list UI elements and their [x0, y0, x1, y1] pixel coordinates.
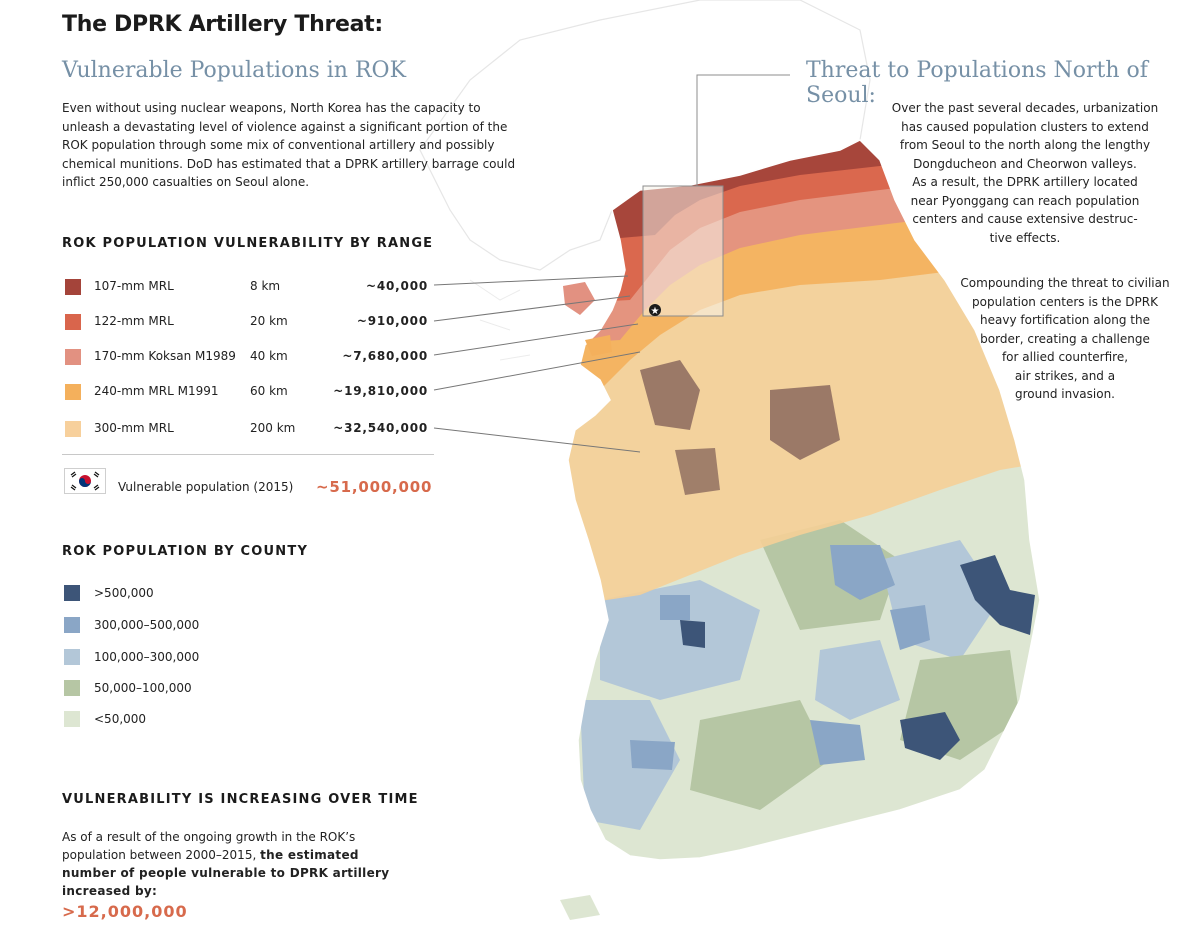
time-text-plain: As of a result of the ongoing growth in …: [62, 830, 356, 862]
county-patch: [680, 620, 705, 648]
left-subtitle: Vulnerable Populations in ROK: [62, 58, 407, 83]
population-value: ~32,540,000: [333, 421, 428, 435]
county-swatch: [64, 711, 80, 727]
leader-line-240mm: [433, 351, 641, 391]
county-patch: [675, 448, 720, 495]
seoul-star-icon: ★: [651, 306, 660, 317]
increase-value: >12,000,000: [62, 902, 188, 921]
vulnerable-population-value: ~51,000,000: [316, 478, 433, 496]
rok-outline: [567, 139, 1041, 861]
population-value: ~910,000: [356, 314, 428, 328]
county-patch: [580, 700, 680, 830]
range-section-heading: ROK POPULATION VULNERABILITY BY RANGE: [62, 236, 434, 251]
county-patch: [890, 605, 930, 650]
county-section-heading: ROK POPULATION BY COUNTY: [62, 544, 309, 559]
right-text-line: has caused population clusters to extend: [901, 119, 1149, 134]
right-text-line: population centers is the DPRK: [972, 294, 1158, 309]
county-patch: [660, 595, 690, 620]
right-text-line: ground invasion.: [1014, 387, 1115, 401]
range-km: 200 km: [250, 421, 296, 435]
range-swatch: [65, 349, 81, 365]
island: [563, 282, 595, 315]
county-patch: [690, 700, 830, 810]
county-label: 100,000–300,000: [94, 650, 200, 664]
county-label: 50,000–100,000: [94, 681, 192, 695]
range-row: 170-mm Koksan M1989 40 km ~7,680,000: [62, 346, 434, 368]
county-swatch: [64, 585, 80, 601]
population-value: ~7,680,000: [342, 349, 428, 363]
county-swatch: [64, 649, 80, 665]
leader-line-107mm: [433, 275, 629, 286]
right-paragraph-2: Compounding the threat to civilian popula…: [940, 274, 1190, 404]
right-text-line: As a result, the DPRK artillery located: [912, 175, 1138, 189]
county-patch: [815, 640, 900, 720]
county-label: 300,000–500,000: [94, 618, 200, 632]
legend-divider: [62, 454, 434, 455]
right-text-line: border, creating a challenge: [980, 331, 1150, 346]
range-row: 107-mm MRL 8 km ~40,000: [62, 276, 434, 298]
range-swatch: [65, 421, 81, 437]
county-label: >500,000: [94, 586, 154, 600]
range-km: 8 km: [250, 279, 281, 293]
time-section-heading: VULNERABILITY IS INCREASING OVER TIME: [62, 792, 419, 807]
county-patch: [830, 545, 895, 600]
range-swatch: [65, 384, 81, 400]
county-patch: [640, 360, 700, 430]
right-text-line: for allied counterfire,: [1001, 350, 1129, 364]
county-swatch: [64, 680, 80, 696]
county-patch: [900, 712, 960, 760]
right-text-line: tive effects.: [989, 230, 1061, 245]
island: [585, 335, 612, 356]
range-row: 122-mm MRL 20 km ~910,000: [62, 311, 434, 333]
county-swatch: [64, 617, 80, 633]
coast-islands: [469, 279, 531, 361]
county-label: <50,000: [94, 712, 147, 726]
weapon-label: 107-mm MRL: [94, 279, 174, 293]
right-paragraph-1: Over the past several decades, urbanizat…: [880, 99, 1170, 247]
leader-line-300mm: [433, 427, 641, 453]
intro-paragraph: Even without using nuclear weapons, Nort…: [62, 101, 516, 189]
time-text-bold: the estimated number of people vulnerabl…: [62, 848, 390, 898]
weapon-label: 170-mm Koksan M1989: [94, 349, 236, 363]
vulnerable-population-label: Vulnerable population (2015): [118, 480, 294, 494]
range-swatch: [65, 314, 81, 330]
seoul-north-highlight: [642, 185, 724, 317]
leader-line-170mm: [433, 323, 639, 356]
county-patch: [770, 385, 840, 460]
range-km: 40 km: [250, 349, 288, 363]
seoul-marker: [649, 304, 661, 316]
county-patch: [810, 720, 865, 765]
weapon-label: 122-mm MRL: [94, 314, 174, 328]
population-value: ~19,810,000: [333, 384, 428, 398]
range-row: 240-mm MRL M1991 60 km ~19,810,000: [62, 381, 434, 403]
right-text-line: heavy fortification along the: [980, 313, 1150, 327]
range-swatch: [65, 279, 81, 295]
right-text-line: centers and cause extensive destruc-: [912, 212, 1138, 226]
right-text-line: Compounding the threat to civilian: [960, 276, 1170, 290]
callout-bracket: [696, 74, 790, 186]
page-title: The DPRK Artillery Threat:: [62, 12, 383, 37]
right-subtitle: Threat to Populations North of Seoul:: [806, 58, 1148, 108]
range-km: 20 km: [250, 314, 288, 328]
right-text-line: near Pyonggang can reach population: [910, 193, 1140, 208]
island: [560, 895, 600, 920]
county-patch: [600, 580, 760, 700]
right-text-line: Dongducheon and Cheorwon valleys.: [913, 156, 1137, 171]
right-text-line: Over the past several decades, urbanizat…: [891, 101, 1159, 115]
county-patch: [960, 555, 1035, 635]
population-value: ~40,000: [366, 279, 428, 293]
right-text-line: air strikes, and a: [1014, 368, 1116, 383]
leader-line-122mm: [433, 295, 631, 322]
weapon-label: 300-mm MRL: [94, 421, 174, 435]
right-text-line: from Seoul to the north along the length…: [899, 138, 1151, 152]
range-km: 60 km: [250, 384, 288, 398]
weapon-label: 240-mm MRL M1991: [94, 384, 219, 398]
county-patch: [630, 740, 675, 770]
time-section-text: As of a result of the ongoing growth in …: [62, 828, 402, 900]
range-row: 300-mm MRL 200 km ~32,540,000: [62, 418, 434, 440]
rok-flag-icon: [64, 468, 106, 494]
